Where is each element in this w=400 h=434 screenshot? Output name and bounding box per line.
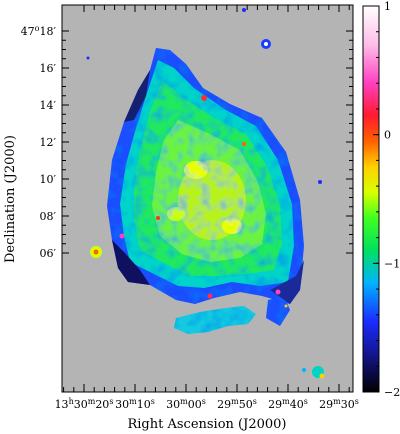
dec-tick-label: 47o18′ (21, 24, 57, 38)
ra-tick-label: 29m30s (319, 397, 359, 411)
colorbar-tick-label: 0 (384, 129, 391, 142)
colorbar-tick-label: 1 (384, 0, 391, 13)
x-axis-title: Right Ascension (J2000) (127, 417, 286, 432)
colorbar (362, 5, 380, 393)
companion-blob (266, 296, 290, 326)
colorbar-tick-label: −2 (384, 386, 400, 399)
colorbar-tick-label: −1 (384, 257, 400, 270)
dec-tick-label: 12′ (40, 136, 57, 149)
ra-tick-label: 29m40s (268, 397, 308, 411)
southern-arm (174, 306, 256, 334)
ra-tick-label: 13h30m20s (55, 397, 114, 411)
dec-tick-label: 14′ (40, 99, 57, 112)
dec-tick-label: 08′ (40, 210, 57, 223)
ra-tick-label: 30m00s (166, 397, 206, 411)
dec-tick-label: 10′ (40, 173, 57, 186)
image-frame (61, 4, 354, 393)
colorbar-axis: 1 0 −1 −2 (373, 0, 400, 399)
dec-tick-label: 06′ (40, 247, 57, 260)
dec-axis: 47o18′ 16′ 14′ 12′ 10′ 08′ 06′ (21, 24, 353, 260)
dec-tick-label: 16′ (40, 62, 57, 75)
galaxy-map (86, 8, 325, 379)
ra-tick-label: 29m50s (217, 397, 257, 411)
ra-axis: 13h30m20s 30m10s 30m00s 29m50s 29m40s 29m30s (55, 5, 359, 411)
y-axis-title: Declination (J2000) (3, 135, 18, 263)
ra-tick-label: 30m10s (115, 397, 155, 411)
